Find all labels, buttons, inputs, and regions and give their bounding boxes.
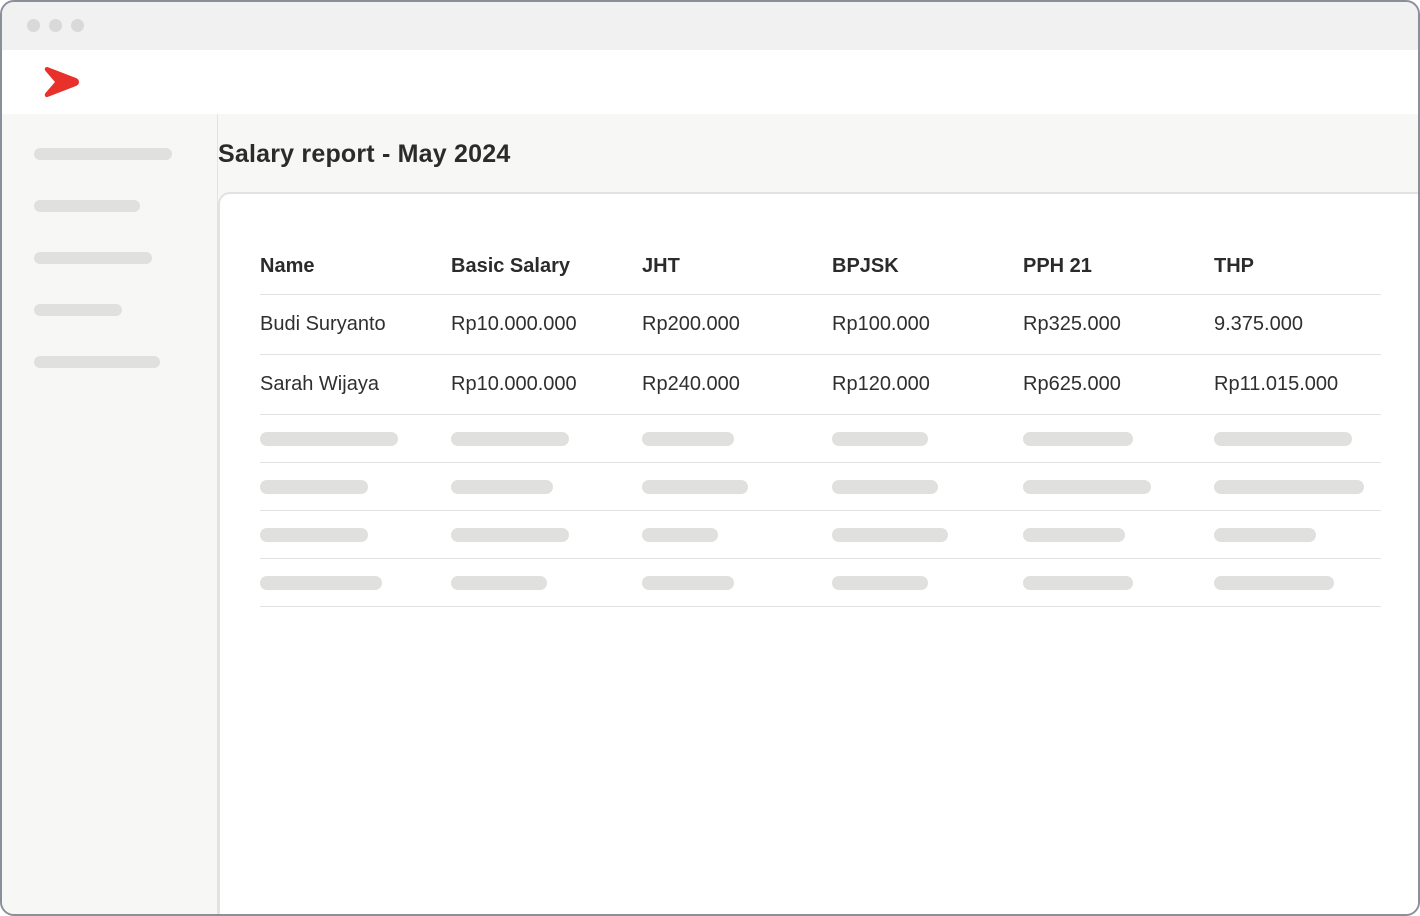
cell-placeholder (642, 511, 718, 558)
cell-placeholder (642, 559, 734, 606)
cell-placeholder (642, 463, 748, 510)
sidebar-item-placeholder[interactable] (34, 356, 160, 368)
table-row-placeholder[interactable] (260, 463, 1381, 511)
column-header-bpjsk[interactable]: BPJSK (832, 254, 899, 277)
skeleton-bar (260, 431, 398, 446)
skeleton-bar (451, 431, 569, 446)
cell-placeholder (451, 463, 553, 510)
minimize-window-button[interactable] (49, 19, 62, 32)
cell-basic-salary: Rp10.000.000 (451, 313, 577, 335)
skeleton-bar (1023, 479, 1151, 494)
table-row-placeholder[interactable] (260, 511, 1381, 559)
cell-name: Budi Suryanto (260, 313, 386, 335)
cell-placeholder (1214, 511, 1316, 558)
cell-jht: Rp240.000 (642, 373, 740, 395)
cell-placeholder (451, 415, 569, 462)
skeleton-bar (1023, 575, 1133, 590)
brand-logo-icon[interactable] (42, 64, 82, 100)
cell-thp: Rp11.015.000 (1214, 373, 1339, 395)
sidebar (2, 114, 218, 914)
cell-placeholder (642, 415, 734, 462)
column-header-name[interactable]: Name (260, 254, 315, 277)
cell-placeholder (260, 415, 398, 462)
cell-placeholder (832, 415, 928, 462)
column-header-thp[interactable]: THP (1214, 254, 1254, 277)
table-row-placeholder[interactable] (260, 415, 1381, 463)
maximize-window-button[interactable] (71, 19, 84, 32)
skeleton-bar (451, 575, 547, 590)
cell-placeholder (1214, 415, 1352, 462)
table-row-placeholder[interactable] (260, 559, 1381, 607)
page-title: Salary report - May 2024 (218, 140, 511, 168)
cell-bpjsk: Rp120.000 (832, 373, 930, 395)
skeleton-bar (642, 479, 748, 494)
skeleton-bar (260, 479, 368, 494)
cell-placeholder (832, 511, 948, 558)
sidebar-item-placeholder[interactable] (34, 304, 122, 316)
cell-placeholder (1023, 415, 1133, 462)
skeleton-bar (1023, 527, 1125, 542)
cell-placeholder (451, 559, 547, 606)
cell-placeholder (1214, 559, 1334, 606)
skeleton-bar (832, 479, 938, 494)
skeleton-bar (1214, 431, 1352, 446)
salary-table-card: Name Basic Salary JHT BPJSK PPH 21 THP B… (218, 192, 1418, 914)
skeleton-bar (260, 527, 368, 542)
salary-table: Name Basic Salary JHT BPJSK PPH 21 THP B… (260, 234, 1381, 607)
skeleton-bar (1023, 431, 1133, 446)
column-header-basic-salary[interactable]: Basic Salary (451, 254, 570, 277)
skeleton-bar (832, 431, 928, 446)
cell-bpjsk: Rp100.000 (832, 313, 930, 335)
app-header (2, 50, 1418, 114)
column-header-jht[interactable]: JHT (642, 254, 680, 277)
cell-placeholder (832, 463, 938, 510)
skeleton-bar (1214, 479, 1364, 494)
close-window-button[interactable] (27, 19, 40, 32)
window-titlebar (2, 2, 1418, 50)
table-row[interactable]: Budi Suryanto Rp10.000.000 Rp200.000 Rp1… (260, 295, 1381, 355)
cell-placeholder (1214, 463, 1364, 510)
cell-placeholder (260, 511, 368, 558)
column-header-pph21[interactable]: PPH 21 (1023, 254, 1092, 277)
sidebar-item-placeholder[interactable] (34, 252, 152, 264)
cell-pph21: Rp625.000 (1023, 373, 1121, 395)
main-content: Salary report - May 2024 Name Basic Sala… (218, 114, 1418, 914)
sidebar-item-placeholder[interactable] (34, 148, 172, 160)
skeleton-bar (451, 479, 553, 494)
skeleton-bar (451, 527, 569, 542)
skeleton-bar (260, 575, 382, 590)
cell-placeholder (1023, 463, 1151, 510)
skeleton-bar (642, 527, 718, 542)
skeleton-bar (1214, 527, 1316, 542)
skeleton-bar (642, 575, 734, 590)
sidebar-item-placeholder[interactable] (34, 200, 140, 212)
cell-placeholder (832, 559, 928, 606)
cell-placeholder (451, 511, 569, 558)
cell-thp: 9.375.000 (1214, 313, 1303, 335)
skeleton-bar (642, 431, 734, 446)
skeleton-bar (832, 575, 928, 590)
table-row[interactable]: Sarah Wijaya Rp10.000.000 Rp240.000 Rp12… (260, 355, 1381, 415)
table-header-row: Name Basic Salary JHT BPJSK PPH 21 THP (260, 234, 1381, 295)
cell-pph21: Rp325.000 (1023, 313, 1121, 335)
cell-name: Sarah Wijaya (260, 373, 379, 395)
cell-jht: Rp200.000 (642, 313, 740, 335)
cell-placeholder (260, 559, 382, 606)
cell-placeholder (1023, 559, 1133, 606)
cell-placeholder (260, 463, 368, 510)
cell-placeholder (1023, 511, 1125, 558)
skeleton-bar (1214, 575, 1334, 590)
skeleton-bar (832, 527, 948, 542)
cell-basic-salary: Rp10.000.000 (451, 373, 577, 395)
